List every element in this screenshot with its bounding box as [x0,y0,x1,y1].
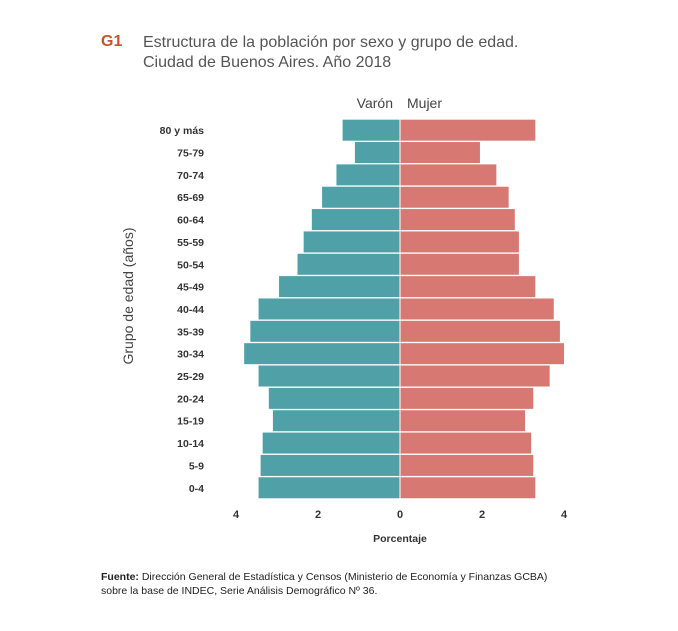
category-label: 20-24 [177,393,204,405]
source-label: Fuente: [101,571,139,583]
bar-male-0-4 [258,477,400,499]
bar-female-70-74 [400,164,497,186]
bar-female-50-54 [400,253,519,275]
bar-female-60-64 [400,209,515,231]
source-note: Fuente: Dirección General de Estadística… [101,570,547,598]
bar-male-10-14 [262,432,400,454]
bar-female-55-59 [400,231,519,253]
bar-female-75-79 [400,142,480,164]
category-label: 65-69 [177,192,204,204]
category-label: 0-4 [189,483,204,495]
bar-female-15-19 [400,410,526,432]
chart-title-line-2: Ciudad de Buenos Aires. Año 2018 [143,54,392,71]
category-label: 5-9 [189,460,204,472]
legend-female: Mujer [407,95,442,111]
chart-title: Estructura de la población por sexo y gr… [143,33,518,73]
bar-male-60-64 [311,209,400,231]
figure-label: G1 [101,33,123,50]
bar-female-30-34 [400,343,564,365]
bar-female-65-69 [400,186,509,208]
bar-male-40-44 [258,298,400,320]
category-label: 45-49 [177,282,204,294]
source-line-1: Dirección General de Estadística y Censo… [141,571,548,583]
bar-female-25-29 [400,365,550,387]
category-label: 55-59 [177,237,204,249]
bar-male-5-9 [260,454,400,476]
x-tick-label: 2 [315,509,321,521]
category-label: 25-29 [177,371,204,383]
bar-male-50-54 [297,253,400,275]
bar-male-80-y-más [342,119,400,141]
category-label: 35-39 [177,326,204,338]
category-label: 10-14 [177,438,204,450]
category-label: 40-44 [177,304,204,316]
bar-female-0-4 [400,477,536,499]
bar-female-40-44 [400,298,554,320]
x-tick-label: 4 [561,509,568,521]
x-tick-label: 4 [233,509,240,521]
legend-male: Varón [357,95,393,111]
x-axis-title: Porcentaje [373,533,427,545]
bar-male-45-49 [279,276,400,298]
category-label: 15-19 [177,416,204,428]
bar-male-70-74 [336,164,400,186]
bar-male-75-79 [354,142,400,164]
bar-male-35-39 [250,320,400,342]
bar-male-65-69 [322,186,400,208]
bar-male-30-34 [244,343,400,365]
category-label: 80 y más [160,125,205,137]
bar-male-55-59 [303,231,400,253]
bar-female-45-49 [400,276,536,298]
chart-title-line-1: Estructura de la población por sexo y gr… [143,34,519,51]
bar-male-20-24 [268,387,400,409]
category-label: 70-74 [177,170,204,182]
source-line-2: sobre la base de INDEC, Serie Análisis D… [101,585,378,597]
category-label: 50-54 [177,259,204,271]
category-label: 30-34 [177,349,204,361]
category-label: 75-79 [177,148,204,160]
y-axis-title: Grupo de edad (años) [120,228,136,365]
bar-female-35-39 [400,320,560,342]
bar-female-20-24 [400,387,534,409]
bar-female-5-9 [400,454,534,476]
bar-female-80-y-más [400,119,536,141]
population-pyramid-chart: Varón Mujer 80 y más 75-79 70-74 65-69 60-64 55… [120,95,568,545]
bar-male-25-29 [258,365,400,387]
bar-male-15-19 [272,410,400,432]
x-tick-label: 0 [397,509,403,521]
x-tick-label: 2 [479,509,485,521]
category-label: 60-64 [177,215,204,227]
bar-female-10-14 [400,432,532,454]
